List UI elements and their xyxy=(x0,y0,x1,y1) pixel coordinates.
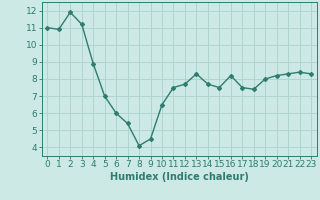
X-axis label: Humidex (Indice chaleur): Humidex (Indice chaleur) xyxy=(110,172,249,182)
